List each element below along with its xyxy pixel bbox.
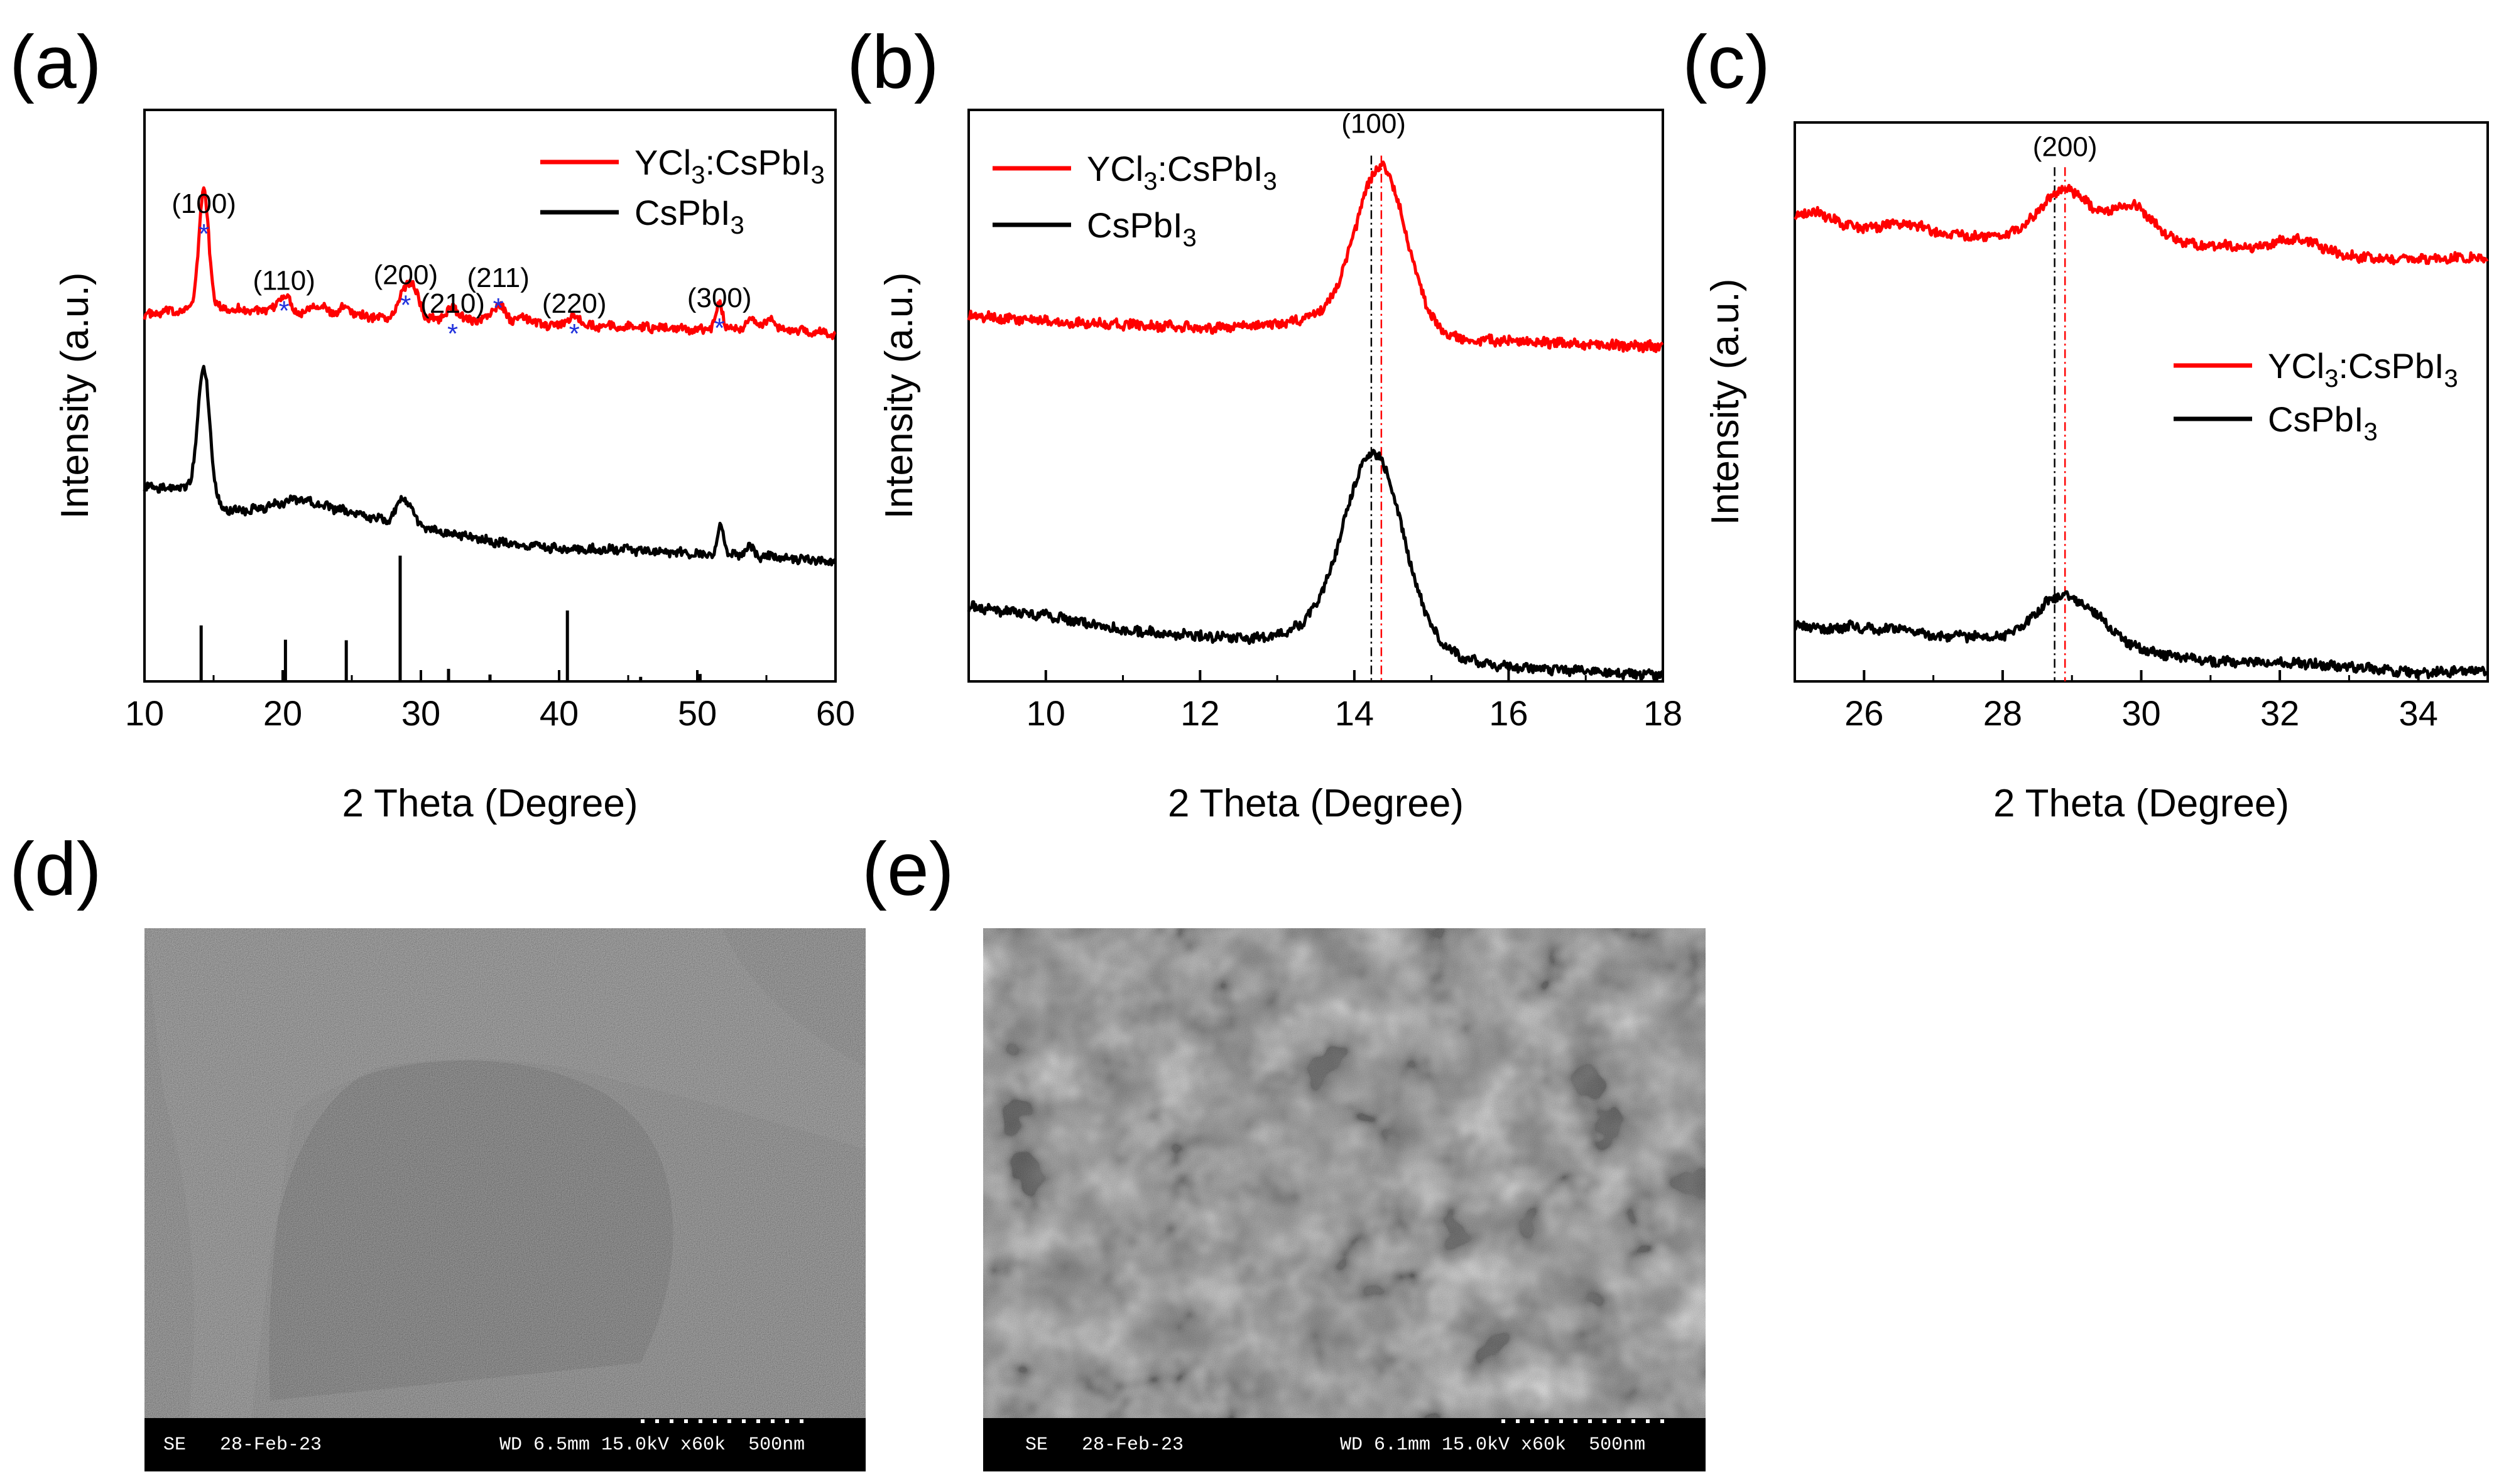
legend-label: YCl3:CsPbI3 [634, 143, 825, 189]
sem-d-info-bar [144, 1418, 866, 1471]
legend-label: YCl3:CsPbI3 [2268, 346, 2458, 393]
scale-dot [1559, 1419, 1563, 1423]
x-tick-label-c: 34 [2399, 693, 2438, 733]
sem-d-info-right: WD 6.5mm 15.0kV x60k 500nm [499, 1434, 805, 1456]
x-tick-label-c: 26 [1844, 693, 1883, 733]
scale-dot [670, 1419, 673, 1423]
sem-d-info-left: SE 28-Feb-23 [163, 1434, 322, 1456]
scale-dot [1603, 1419, 1606, 1423]
scale-dot [1545, 1419, 1549, 1423]
y-axis-label-b: Intensity (a.u.) [878, 273, 921, 519]
series-line-cspbi3 [1793, 590, 2488, 680]
x-tick-label-c: 28 [1983, 693, 2022, 733]
legend-label: CsPbI3 [1087, 205, 1197, 252]
panel-label-d: (d) [9, 827, 102, 911]
x-tick-label-c: 30 [2121, 693, 2160, 733]
peak-annotation-label: (110) [253, 266, 315, 296]
scale-dot [1501, 1419, 1505, 1423]
peak-star-marker: * [447, 318, 458, 349]
scale-dot [684, 1419, 688, 1423]
x-tick-label-a: 40 [540, 693, 579, 733]
peak-annotation-label: (300) [687, 283, 752, 313]
sem-image-e: SE 28-Feb-23 WD 6.1mm 15.0kV x60k 500nm [983, 928, 1706, 1471]
x-tick-label-b: 10 [1026, 693, 1065, 733]
scale-dot [756, 1419, 760, 1423]
x-tick-label-b: 14 [1335, 693, 1374, 733]
panel-label-e: (e) [862, 827, 954, 911]
x-tick-label-b: 12 [1180, 693, 1219, 733]
legend-label: CsPbI3 [2268, 399, 2378, 446]
peak-annotation-label: (210) [420, 288, 485, 319]
scale-dot [699, 1419, 702, 1423]
scale-dot [655, 1419, 659, 1423]
legend-label: YCl3:CsPbI3 [1087, 149, 1277, 195]
peak-star-marker: * [199, 219, 209, 249]
y-axis-label-a: Intensity (a.u.) [53, 273, 97, 519]
x-axis-label-a: 2 Theta (Degree) [342, 782, 638, 825]
xrd-chart-b: 10 12 14 16 18 2 Theta (Degree) Intensity (a.u… [878, 108, 1682, 825]
x-tick-label-a: 50 [678, 693, 717, 733]
plot-frame-b [967, 109, 1664, 683]
x-tick-label-b: 16 [1489, 693, 1528, 733]
scale-dot [742, 1419, 746, 1423]
peak-annotation-label: (211) [467, 263, 529, 293]
sem-d-scale-dots [641, 1419, 803, 1423]
scale-dot [1631, 1419, 1635, 1423]
scale-dot [713, 1419, 717, 1423]
series-line-ycl3-cspbi3 [1794, 183, 2489, 266]
series-line-cspbi3 [967, 448, 1663, 682]
scale-dot [641, 1419, 645, 1423]
series-line-ycl3-cspbi3 [143, 186, 837, 340]
peak-annotation-label: (100) [1341, 108, 1406, 139]
scale-dot [1516, 1419, 1520, 1423]
x-tick-label-b: 18 [1643, 693, 1682, 733]
scale-dot [1660, 1419, 1664, 1423]
panel-label-b: (b) [847, 20, 939, 104]
xrd-chart-c: 26 28 30 32 34 2 Theta (Degree) Intensity (a.u… [1704, 121, 2489, 825]
legend-label: CsPbI3 [634, 193, 744, 239]
x-tick-label-a: 30 [401, 693, 440, 733]
x-axis-label-c: 2 Theta (Degree) [1993, 782, 2289, 825]
x-tick-label-a: 10 [125, 693, 164, 733]
peak-annotation-label: (220) [542, 288, 607, 319]
series-line-ycl3-cspbi3 [967, 160, 1664, 354]
peak-star-marker: * [400, 290, 411, 321]
sem-e-info-bar [983, 1418, 1706, 1471]
peak-star-marker: * [493, 293, 504, 323]
scale-dot [1646, 1419, 1650, 1423]
y-axis-label-c: Intensity (a.u.) [1704, 279, 1747, 526]
x-axis-label-b: 2 Theta (Degree) [1168, 782, 1464, 825]
scale-dot [1574, 1419, 1577, 1423]
scale-dot [1530, 1419, 1534, 1423]
peak-star-marker: * [569, 318, 580, 349]
peak-annotation-label: (200) [2033, 131, 2098, 162]
x-tick-label-a: 60 [816, 693, 855, 733]
scale-dot [800, 1419, 803, 1423]
peak-star-marker: * [279, 296, 290, 327]
peak-annotation-label: (200) [373, 260, 438, 291]
scale-dot [727, 1419, 731, 1423]
sem-e-info-left: SE 28-Feb-23 [1025, 1434, 1184, 1456]
plot-frame-a [143, 109, 837, 683]
x-tick-label-c: 32 [2260, 693, 2299, 733]
panel-label-a: (a) [9, 20, 102, 104]
scale-dot [1617, 1419, 1621, 1423]
sem-e-scale-dots [1501, 1419, 1664, 1423]
sem-image-e-grain [983, 928, 1706, 1418]
x-tick-label-a: 20 [263, 693, 302, 733]
sem-image-d: SE 28-Feb-23 WD 6.5mm 15.0kV x60k 500nm [144, 928, 866, 1471]
sem-e-info-right: WD 6.1mm 15.0kV x60k 500nm [1340, 1434, 1645, 1456]
xrd-chart-a: 10 20 30 40 50 60 2 Theta (Degree) Intensity (a… [53, 109, 855, 825]
peak-star-marker: * [714, 313, 725, 344]
panel-label-c: (c) [1682, 20, 1770, 104]
peak-annotation-label: (100) [172, 188, 236, 219]
scale-dot [1588, 1419, 1592, 1423]
scale-dot [785, 1419, 789, 1423]
scale-dot [771, 1419, 775, 1423]
series-line-cspbi3 [143, 364, 836, 566]
sem-image-d-grain [144, 928, 866, 1418]
